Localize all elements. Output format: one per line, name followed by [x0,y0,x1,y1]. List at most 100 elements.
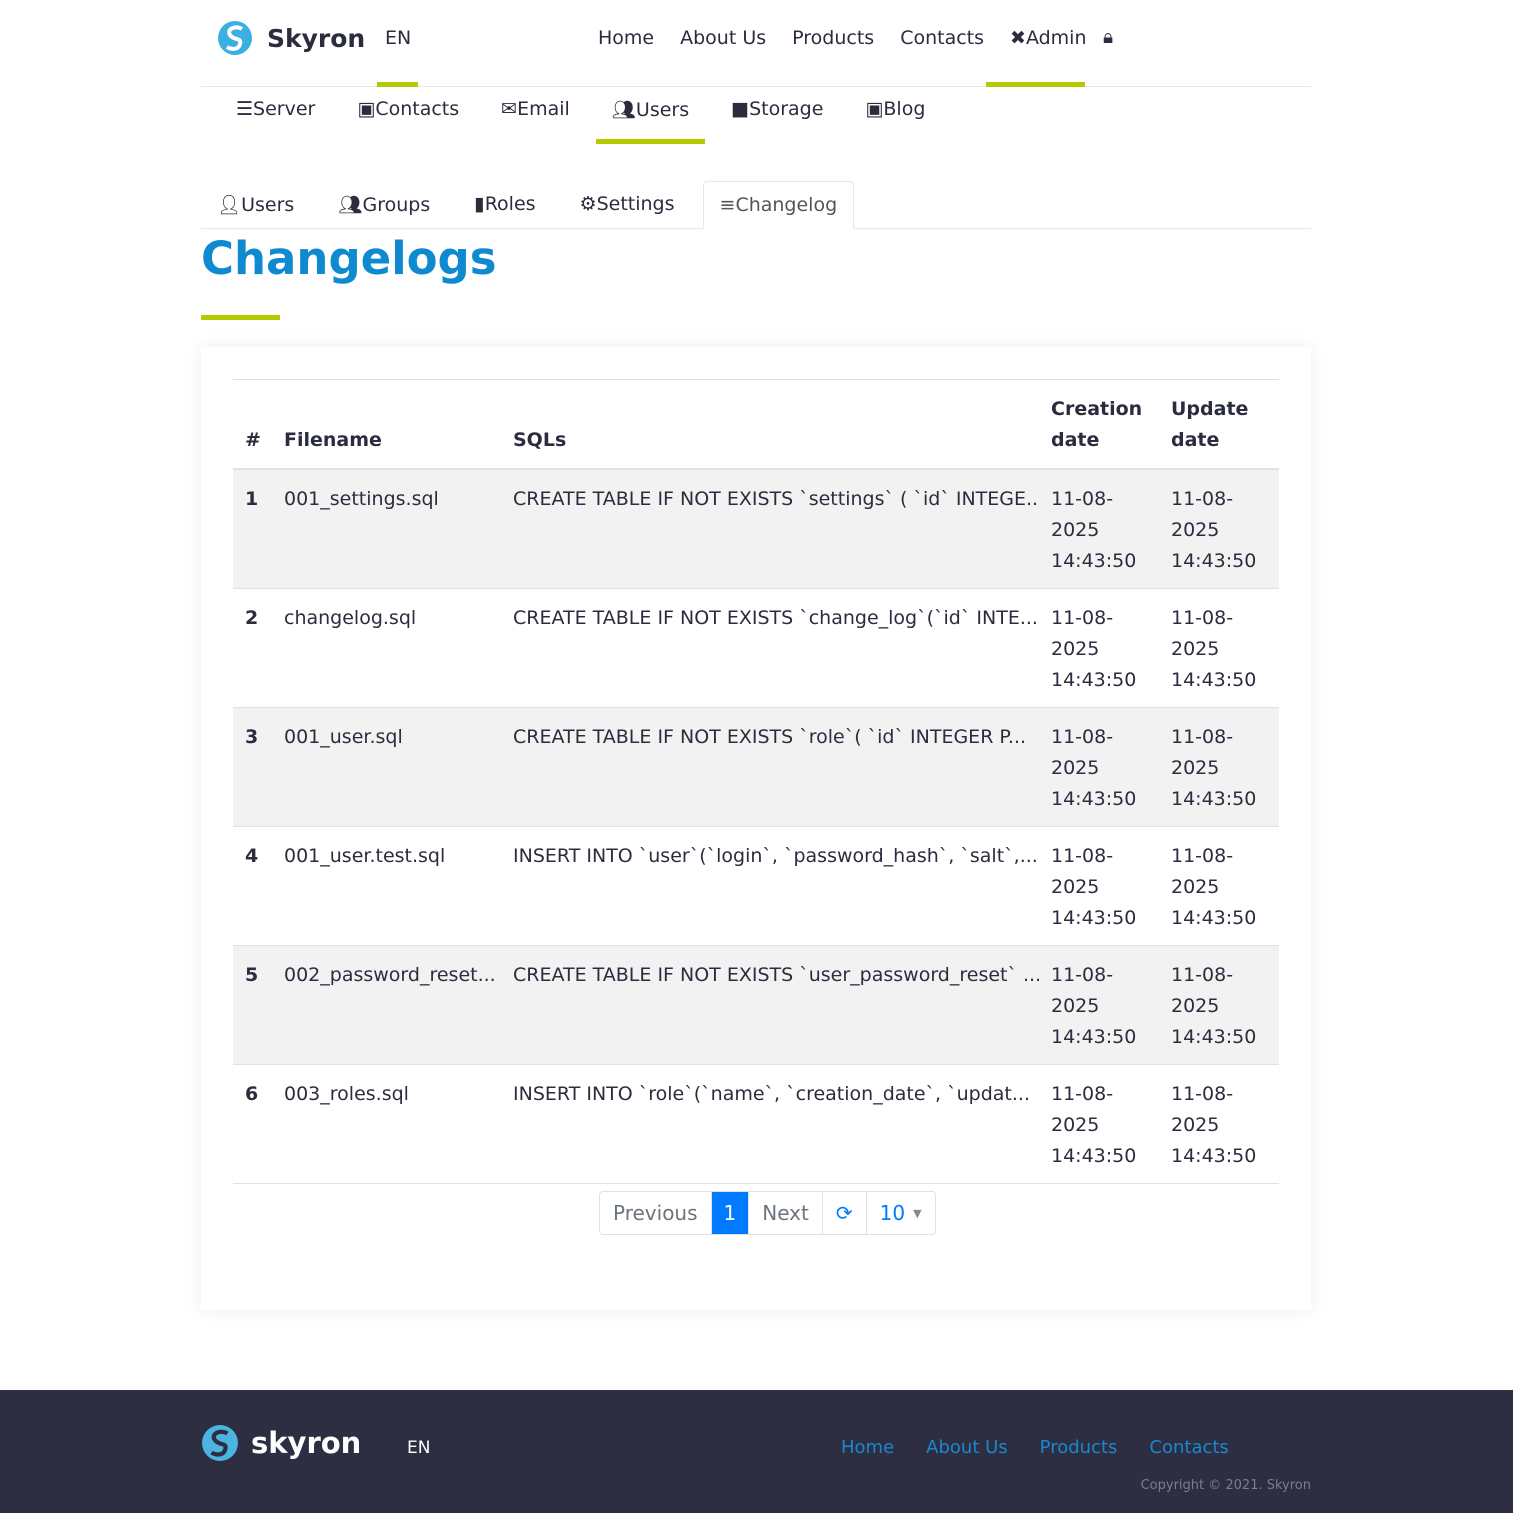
row-number: 6 [233,1064,272,1184]
label: Blog [883,98,926,120]
subnav-server[interactable]: ☰Server [236,88,315,138]
user-icon: 👤︎ [217,194,242,216]
col-creation-date[interactable]: Creation date [1039,379,1159,470]
subnav-storage[interactable]: ■Storage [731,88,823,138]
row-number: 2 [233,588,272,708]
skyron-logo-icon [202,1425,238,1461]
subnav-users[interactable]: 👥︎Users [595,88,706,144]
refresh-icon[interactable]: ⟳ [823,1192,867,1234]
tab-settings[interactable]: ⚙Settings [564,181,691,229]
previous-button[interactable]: Previous [600,1192,712,1234]
footer-language[interactable]: EN [407,1438,431,1458]
subnav-contacts[interactable]: ▣Contacts [357,88,459,138]
creation-date: 11-08-2025 14:43:50 [1039,707,1159,827]
sql: INSERT INTO `role`(`name`, `creation_dat… [501,1064,1039,1184]
table-row[interactable]: 6 003_roles.sql INSERT INTO `role`(`name`,… [233,1064,1279,1184]
filename: 001_user.sql [272,707,501,827]
sql: CREATE TABLE IF NOT EXISTS `user_passwor… [501,945,1039,1065]
creation-date: 11-08-2025 14:43:50 [1039,469,1159,589]
creation-date: 11-08-2025 14:43:50 [1039,826,1159,946]
sql: INSERT INTO `user`(`login`, `password_ha… [501,826,1039,946]
page-size-select[interactable]: 10 ▼ [867,1192,935,1234]
row-number: 1 [233,469,272,589]
users-icon: 👥︎ [338,194,363,216]
filename: 001_settings.sql [272,469,501,589]
users-tabs: 👤︎Users 👥︎Groups ▮Roles ⚙Settings ≡Chang… [201,181,1311,229]
label: Roles [484,193,536,215]
label: Changelog [735,194,838,216]
admin-underline [986,82,1085,87]
changelog-table: # Filename SQLs Creation date Update dat… [233,379,1279,1184]
subnav-blog[interactable]: ▣Blog [865,88,925,138]
update-date: 11-08-2025 14:43:50 [1159,826,1279,946]
footer-logo[interactable]: skyron [201,1424,361,1462]
filename: 001_user.test.sql [272,826,501,946]
col-filename[interactable]: Filename [272,379,501,470]
tab-roles[interactable]: ▮Roles [458,181,551,229]
tab-users[interactable]: 👤︎Users [201,181,310,229]
box-icon: ■ [731,98,750,120]
col-number[interactable]: # [233,379,272,470]
id-badge-icon: ▮ [474,193,485,215]
label: Settings [596,193,675,215]
footer-link-home[interactable]: Home [841,1437,895,1458]
filename: 003_roles.sql [272,1064,501,1184]
row-number: 4 [233,826,272,946]
skyron-logo-icon [218,21,252,55]
label: Contacts [375,98,460,120]
col-update-date[interactable]: Update date [1159,379,1279,470]
footer: skyron EN Home About Us Products Contact… [0,1390,1513,1513]
tools-icon: ✖ [1010,27,1026,49]
table-row[interactable]: 2 changelog.sql CREATE TABLE IF NOT EXISTS… [233,588,1279,708]
page-size-value: 10 [879,1201,906,1225]
brand-name: Skyron [267,23,366,53]
lock-icon[interactable]: 🔒︎ [1103,26,1114,48]
lang-underline [377,82,418,87]
table-row[interactable]: 5 002_password_reset... CREATE TABLE IF NO… [233,945,1279,1065]
server-icon: ☰ [236,98,254,120]
subnav-email[interactable]: ✉Email [501,88,570,138]
gear-icon: ⚙ [579,193,597,215]
tab-groups[interactable]: 👥︎Groups [322,181,446,229]
filename: 002_password_reset... [272,945,501,1065]
tab-changelog[interactable]: ≡Changelog [702,181,855,229]
next-button[interactable]: Next [749,1192,823,1234]
nav-admin-label: Admin [1025,27,1087,49]
nav-contacts[interactable]: Contacts [900,27,985,49]
sql: CREATE TABLE IF NOT EXISTS `change_log`(… [501,588,1039,708]
table-row[interactable]: 4 001_user.test.sql INSERT INTO `user`(`lo… [233,826,1279,946]
page-title: Changelogs [201,232,497,285]
footer-link-products[interactable]: Products [1039,1437,1118,1458]
pagination: Previous 1 Next ⟳ 10 ▼ [599,1191,936,1235]
col-sqls[interactable]: SQLs [501,379,1039,470]
brand-logo[interactable]: Skyron [217,20,365,56]
caret-down-icon: ▼ [913,1206,922,1220]
nav-products[interactable]: Products [792,27,875,49]
creation-date: 11-08-2025 14:43:50 [1039,1064,1159,1184]
nav-about-us[interactable]: About Us [680,27,767,49]
envelope-icon: ✉ [501,98,518,120]
footer-link-contacts[interactable]: Contacts [1149,1437,1229,1458]
footer-link-about-us[interactable]: About Us [926,1437,1008,1458]
row-number: 3 [233,707,272,827]
database-icon: ≡ [719,194,736,216]
blog-icon: ▣ [865,98,884,120]
label: Email [517,98,570,120]
update-date: 11-08-2025 14:43:50 [1159,469,1279,589]
table-row[interactable]: 1 001_settings.sql CREATE TABLE IF NOT EXI… [233,469,1279,589]
language-selector[interactable]: EN [385,27,412,49]
update-date: 11-08-2025 14:43:50 [1159,1064,1279,1184]
nav-home[interactable]: Home [598,27,655,49]
table-row[interactable]: 3 001_user.sql CREATE TABLE IF NOT EXISTS … [233,707,1279,827]
label: Storage [749,98,824,120]
page-1-button[interactable]: 1 [711,1192,750,1234]
title-underline [201,315,280,320]
update-date: 11-08-2025 14:43:50 [1159,945,1279,1065]
copyright: Copyright © 2021. Skyron [1140,1478,1311,1493]
top-navbar: Skyron EN Home About Us Products Contact… [201,0,1311,87]
update-date: 11-08-2025 14:43:50 [1159,707,1279,827]
sql: CREATE TABLE IF NOT EXISTS `role`( `id` … [501,707,1039,827]
users-icon: 👥︎ [611,99,636,121]
update-date: 11-08-2025 14:43:50 [1159,588,1279,708]
nav-admin[interactable]: ✖Admin [1010,27,1086,49]
